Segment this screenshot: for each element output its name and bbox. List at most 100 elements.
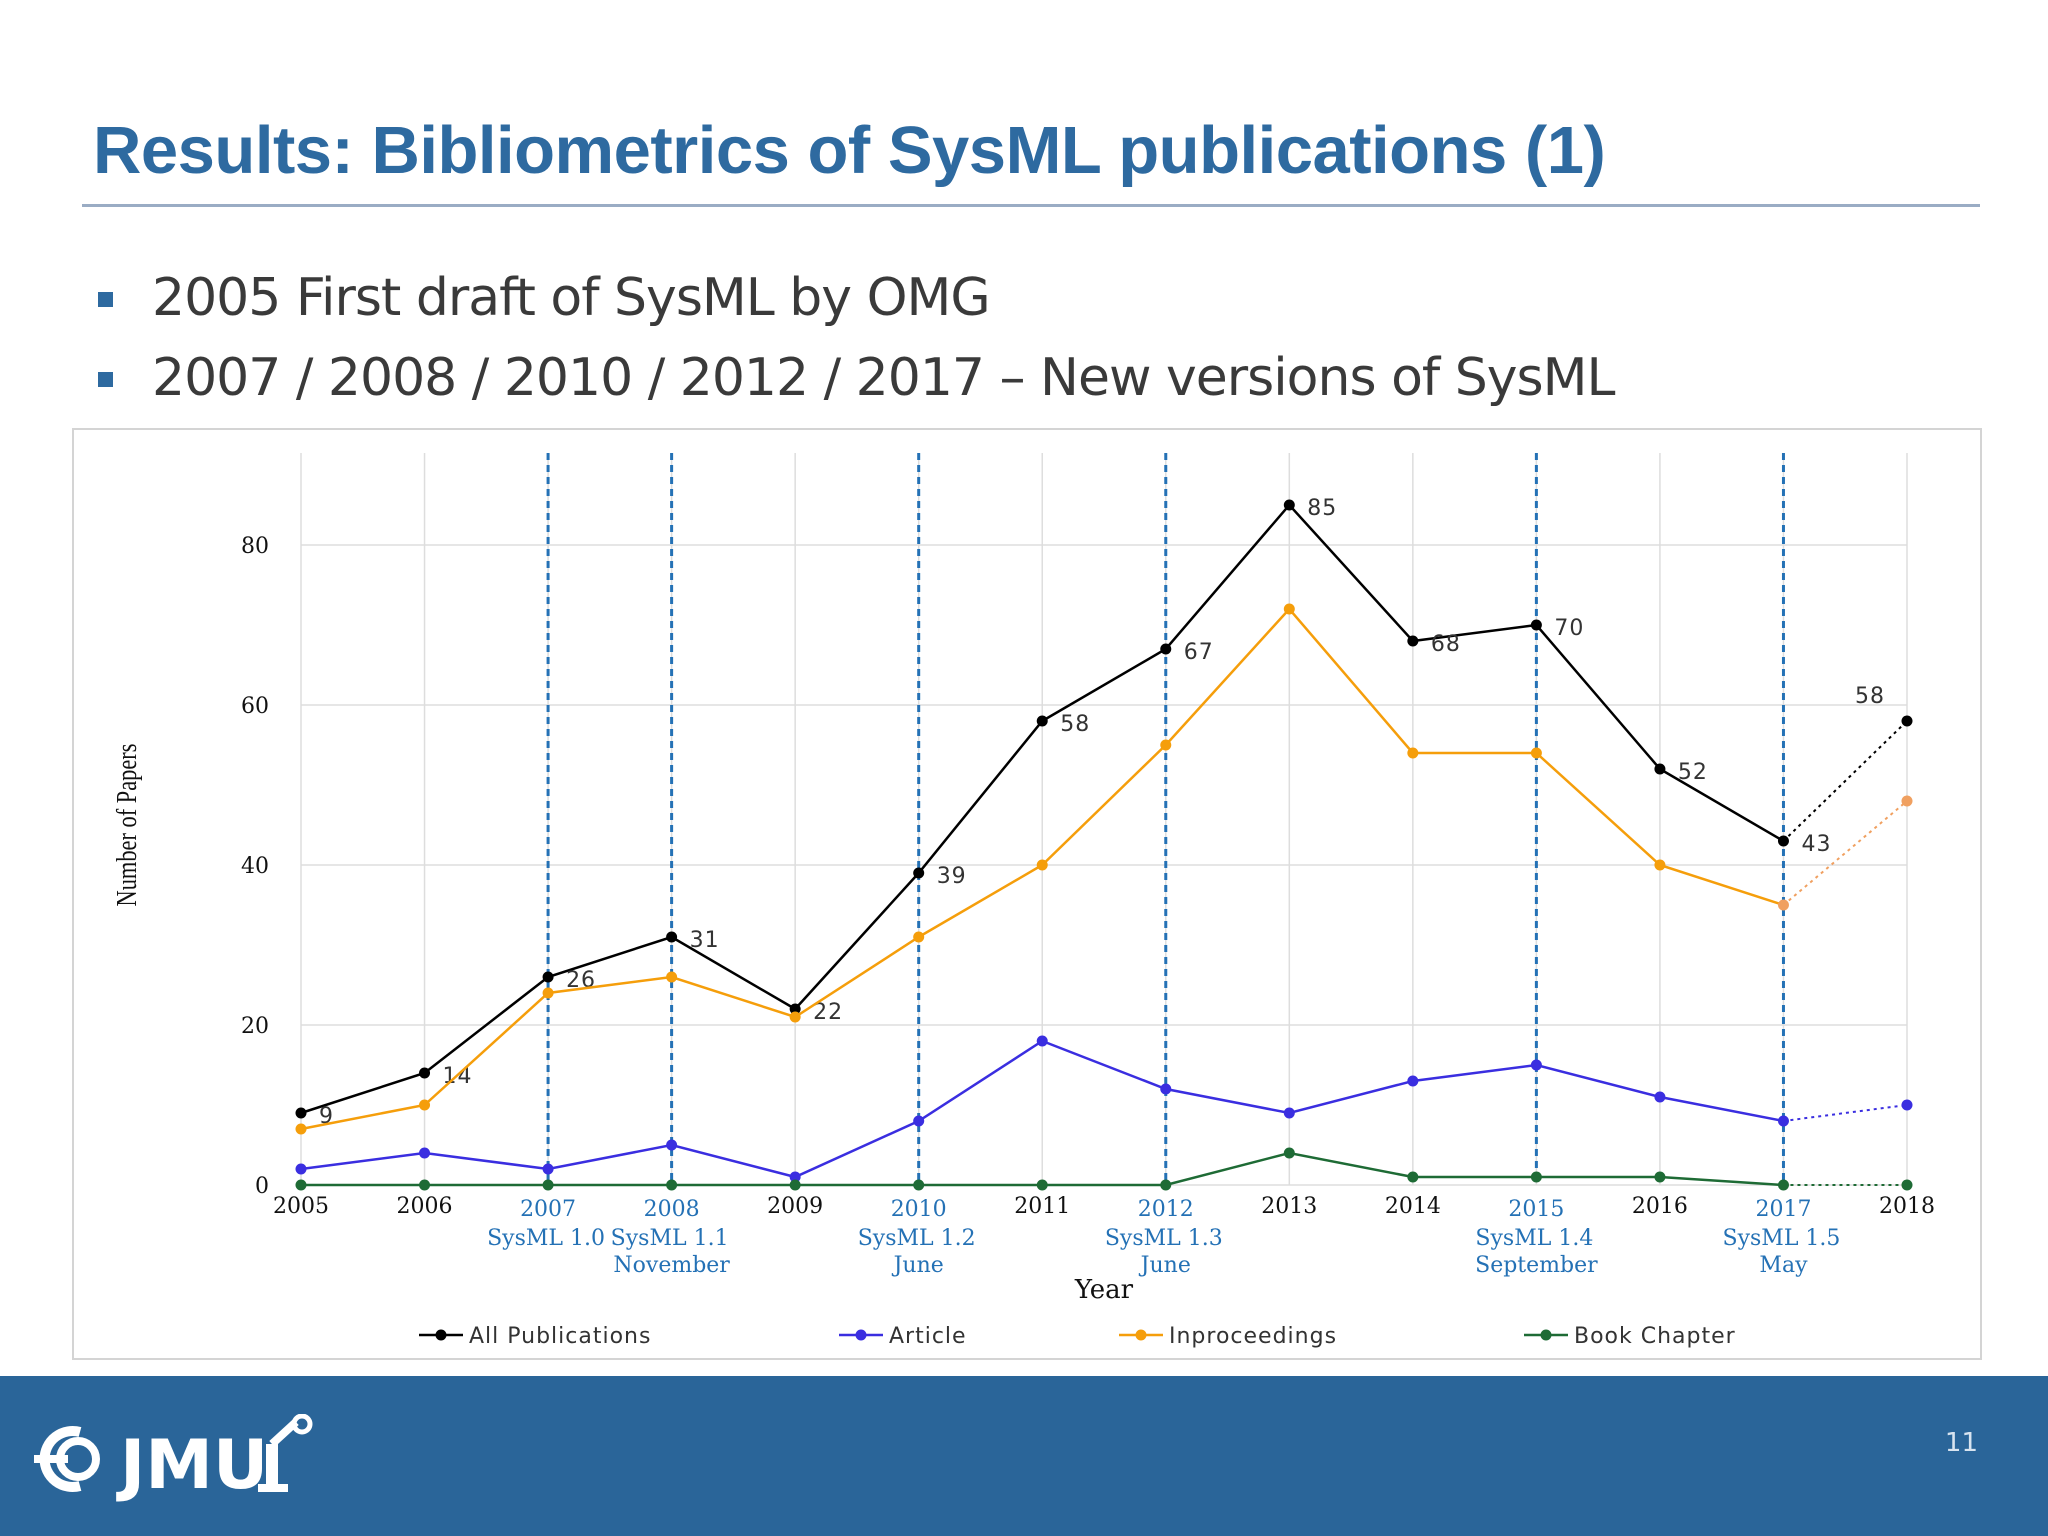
legend-swatch-marker	[856, 1330, 867, 1341]
page-number: 11	[1945, 1428, 1978, 1458]
version-annotation: SysML 1.0	[487, 1226, 605, 1251]
data-label: 85	[1307, 496, 1337, 521]
data-point	[1037, 860, 1048, 871]
version-annotation: May	[1759, 1253, 1808, 1278]
data-point	[1531, 1172, 1542, 1183]
data-label: 58	[1060, 712, 1090, 737]
x-tick-label: 2017	[1755, 1197, 1811, 1222]
y-tick-label: 80	[241, 534, 269, 559]
data-point	[1654, 860, 1665, 871]
data-point	[1407, 748, 1418, 759]
data-point	[296, 1164, 307, 1175]
data-label: 31	[690, 928, 720, 953]
data-point	[1160, 1180, 1171, 1191]
version-annotation: November	[613, 1253, 730, 1278]
square-bullet-icon	[98, 372, 113, 387]
legend-swatch-marker	[436, 1330, 447, 1341]
data-point	[419, 1100, 430, 1111]
jmu-logo: JMU	[20, 1414, 350, 1504]
publications-line-chart: 0 20 40 60 80 2005 2006 2007 2008 2009 2010 2011 201…	[74, 430, 1980, 1358]
x-axis-title: Year	[1074, 1275, 1134, 1305]
x-tick-label: 2018	[1879, 1194, 1935, 1219]
y-tick-label: 0	[255, 1174, 269, 1199]
data-label: 67	[1184, 640, 1214, 665]
legend-label: Book Chapter	[1574, 1324, 1736, 1349]
x-tick-label: 2016	[1632, 1194, 1688, 1219]
x-tick-label: 2005	[273, 1194, 329, 1219]
x-tick-label: 2013	[1261, 1194, 1317, 1219]
data-point	[1654, 764, 1665, 775]
x-tick-label: 2012	[1138, 1197, 1194, 1222]
legend-swatch-marker	[1541, 1330, 1552, 1341]
data-point	[790, 1012, 801, 1023]
version-annotation: SysML 1.1	[611, 1226, 729, 1251]
data-point	[543, 1180, 554, 1191]
data-point	[666, 1180, 677, 1191]
data-point	[1778, 1116, 1789, 1127]
data-point	[1778, 900, 1789, 911]
data-point	[296, 1108, 307, 1119]
logo-text: JMU	[116, 1426, 268, 1504]
x-tick-label: 2008	[644, 1197, 700, 1222]
data-point	[1407, 1172, 1418, 1183]
version-annotation: SysML 1.3	[1105, 1226, 1223, 1251]
data-point	[1284, 1108, 1295, 1119]
data-label: 43	[1801, 832, 1831, 857]
slide-title: Results: Bibliometrics of SysML publicat…	[93, 112, 1605, 189]
x-tick-label: 2011	[1014, 1194, 1070, 1219]
x-tick-label: 2015	[1508, 1197, 1564, 1222]
data-point	[1160, 1084, 1171, 1095]
data-point	[419, 1068, 430, 1079]
data-label: 58	[1855, 684, 1885, 709]
version-annotation: SysML 1.2	[858, 1226, 976, 1251]
data-label: 70	[1554, 616, 1584, 641]
data-point	[913, 1116, 924, 1127]
data-point	[543, 988, 554, 999]
data-point	[543, 1164, 554, 1175]
x-tick-label: 2006	[397, 1194, 453, 1219]
data-point	[1531, 748, 1542, 759]
data-point	[1778, 1180, 1789, 1191]
legend-label: Inproceedings	[1169, 1324, 1337, 1349]
data-point	[296, 1180, 307, 1191]
data-point	[1902, 796, 1913, 807]
y-axis-title: Number of Papers	[112, 744, 143, 907]
data-point	[1654, 1092, 1665, 1103]
data-point	[1531, 620, 1542, 631]
version-annotation: June	[892, 1253, 944, 1278]
x-tick-label: 2009	[767, 1194, 823, 1219]
data-point	[1654, 1172, 1665, 1183]
legend-label: All Publications	[469, 1324, 651, 1349]
version-annotation: June	[1139, 1253, 1191, 1278]
data-point	[1160, 740, 1171, 751]
y-tick-label: 40	[241, 854, 269, 879]
y-tick-label: 60	[241, 694, 269, 719]
series-projection-line	[1783, 1105, 1907, 1121]
square-bullet-icon	[98, 292, 113, 307]
data-point	[666, 1140, 677, 1151]
data-point	[1902, 716, 1913, 727]
version-annotation: September	[1475, 1253, 1598, 1278]
y-tick-label: 20	[241, 1014, 269, 1039]
data-point	[1037, 1180, 1048, 1191]
data-point	[1037, 1036, 1048, 1047]
x-tick-label: 2007	[520, 1197, 576, 1222]
data-point	[296, 1124, 307, 1135]
footer-bar: JMU 11	[0, 1376, 2048, 1536]
series-projection-line	[1783, 721, 1907, 841]
data-point	[1778, 836, 1789, 847]
data-point	[1407, 636, 1418, 647]
data-point	[1902, 1100, 1913, 1111]
data-point	[913, 1180, 924, 1191]
version-annotation: SysML 1.5	[1723, 1226, 1841, 1251]
x-tick-label: 2010	[891, 1197, 947, 1222]
legend-swatch-marker	[1136, 1330, 1147, 1341]
data-point	[1407, 1076, 1418, 1087]
data-point	[666, 932, 677, 943]
version-annotation: SysML 1.4	[1475, 1226, 1593, 1251]
data-point	[1284, 500, 1295, 511]
data-point	[913, 868, 924, 879]
data-point	[419, 1180, 430, 1191]
data-label: 39	[937, 864, 967, 889]
data-point	[1284, 1148, 1295, 1159]
